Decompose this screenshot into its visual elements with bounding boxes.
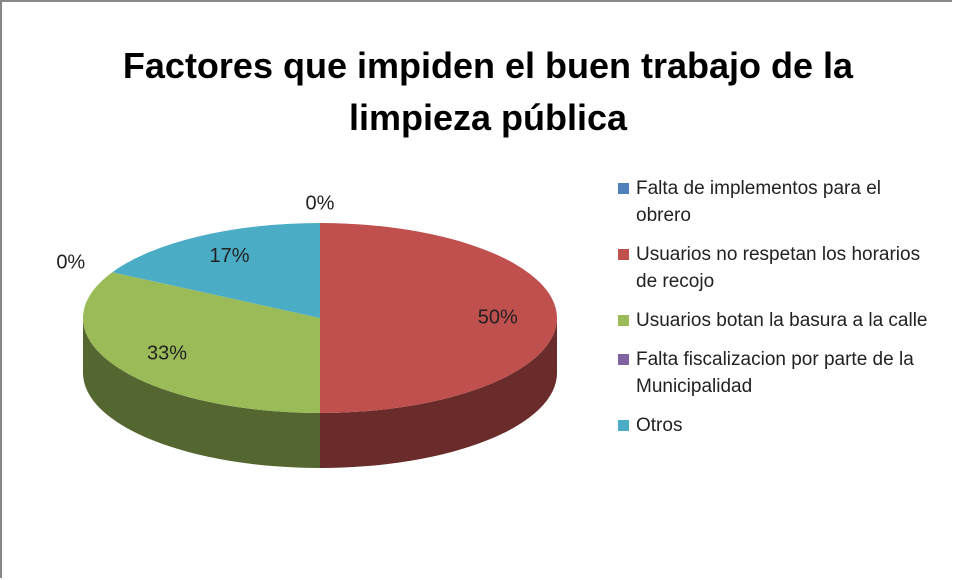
legend-item: Usuarios no respetan los horarios de rec…	[618, 241, 948, 295]
data-label: 17%	[210, 245, 250, 267]
legend-label: Usuarios no respetan los horarios de rec…	[636, 244, 921, 292]
slice-side	[83, 318, 320, 468]
legend-label: Falta fiscalizacion por parte de la Muni…	[636, 349, 914, 397]
legend-item: Usuarios botan la basura a la calle	[618, 307, 948, 334]
legend-swatch	[618, 420, 629, 431]
legend-item: Falta fiscalizacion por parte de la Muni…	[618, 346, 948, 400]
legend-swatch	[618, 354, 629, 365]
legend-label: Otros	[636, 415, 683, 436]
chart-title: Factores que impiden el buen trabajo de …	[122, 45, 854, 138]
legend-swatch	[618, 249, 629, 260]
legend-item: Falta de implementos para el obrero	[618, 175, 948, 229]
slice-side	[320, 318, 557, 468]
legend: Falta de implementos para el obrero Usuar…	[618, 175, 948, 451]
legend-label: Falta de implementos para el obrero	[636, 178, 882, 226]
slice	[112, 223, 321, 318]
data-label: 0%	[56, 251, 85, 273]
legend-item: Otros	[618, 412, 948, 439]
data-label: 50%	[478, 306, 518, 328]
data-label: 0%	[306, 192, 335, 214]
slice	[320, 223, 557, 413]
data-label: 33%	[147, 343, 187, 365]
legend-swatch	[618, 183, 629, 194]
legend-swatch	[618, 315, 629, 326]
slice	[82, 272, 320, 413]
legend-label: Usuarios botan la basura a la calle	[636, 310, 928, 331]
